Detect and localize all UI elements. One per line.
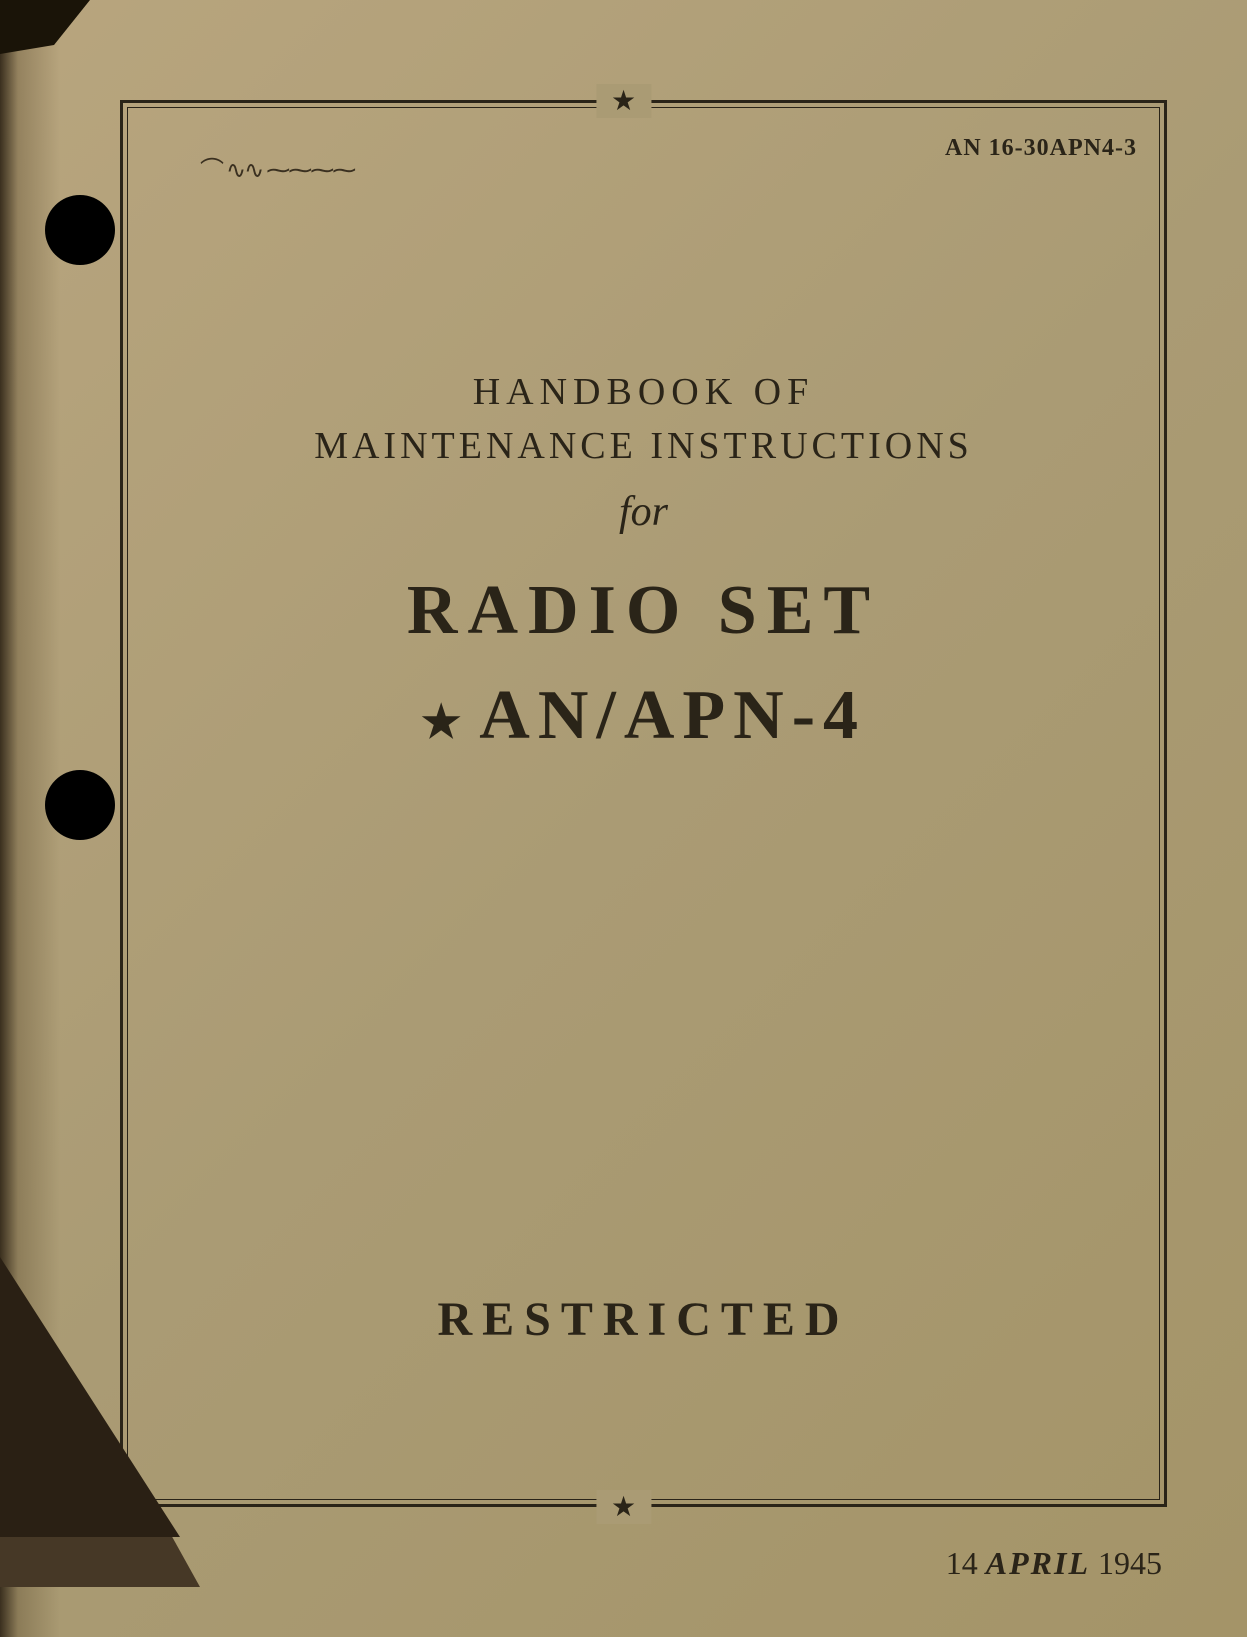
classification-marking: RESTRICTED: [120, 1292, 1167, 1347]
equipment-designation: AN/APN-4: [479, 677, 866, 754]
star-ornament-top: ★: [596, 84, 651, 118]
document-number: AN 16-30APN4-3: [945, 135, 1137, 162]
date-month: APRIL: [986, 1545, 1090, 1581]
punch-hole: [45, 770, 115, 840]
main-title-line-2: ★AN/APN-4: [120, 676, 1167, 756]
document-page: ★ ★ ⌒ ∿∿ ⁓⁓⁓⁓ AN 16-30APN4-3 HANDBOOK OF…: [0, 0, 1247, 1637]
paper-tear-shadow: [0, 1257, 180, 1537]
punch-hole: [45, 195, 115, 265]
publication-date: 14 APRIL 1945: [946, 1545, 1162, 1582]
connector-text: for: [120, 488, 1167, 536]
handwriting-mark: ⌒ ∿∿ ⁓⁓⁓⁓: [200, 150, 354, 185]
title-block: HANDBOOK OF MAINTENANCE INSTRUCTIONS for…: [120, 370, 1167, 756]
main-title-line-1: RADIO SET: [120, 571, 1167, 651]
heading-line-2: MAINTENANCE INSTRUCTIONS: [120, 424, 1167, 468]
star-icon: ★: [421, 697, 469, 747]
heading-line-1: HANDBOOK OF: [120, 370, 1167, 414]
date-year: 1945: [1098, 1545, 1162, 1581]
date-day: 14: [946, 1545, 978, 1581]
star-ornament-bottom: ★: [596, 1490, 651, 1524]
